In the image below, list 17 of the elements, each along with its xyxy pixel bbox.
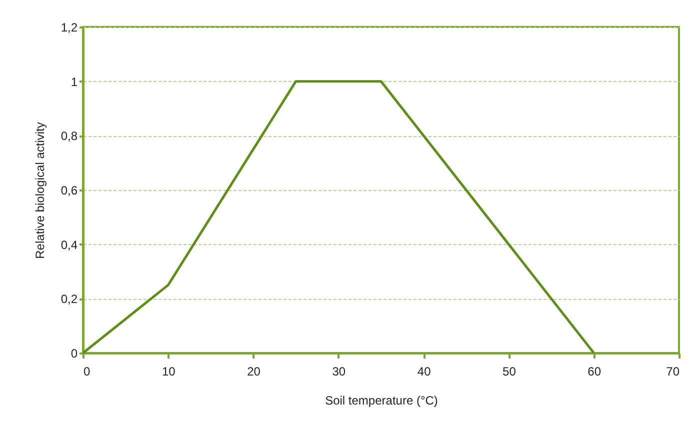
y-tick-label: 0,8 [60,129,78,144]
x-tick-label: 50 [502,364,516,378]
y-tick-label: 0,2 [60,292,78,306]
y-tick-label: 1,2 [60,20,78,34]
x-tick-label: 60 [588,364,602,378]
y-tick-label: 0,4 [60,238,78,252]
x-tick-label: 10 [162,364,176,378]
x-axis-title: Soil temperature (°C) [325,394,438,408]
x-tick-label: 20 [247,364,261,378]
y-tick-label: 0 [70,346,78,360]
x-tick-label: 40 [417,364,432,378]
x-tick-label: 70 [666,364,680,378]
x-tick-label: 0 [84,364,90,378]
y-tick-label: 1 [70,74,78,89]
x-tick-label: 30 [332,364,346,378]
y-axis-title: Relative biological activity [32,122,47,259]
y-tick-label: 0,6 [60,184,78,198]
